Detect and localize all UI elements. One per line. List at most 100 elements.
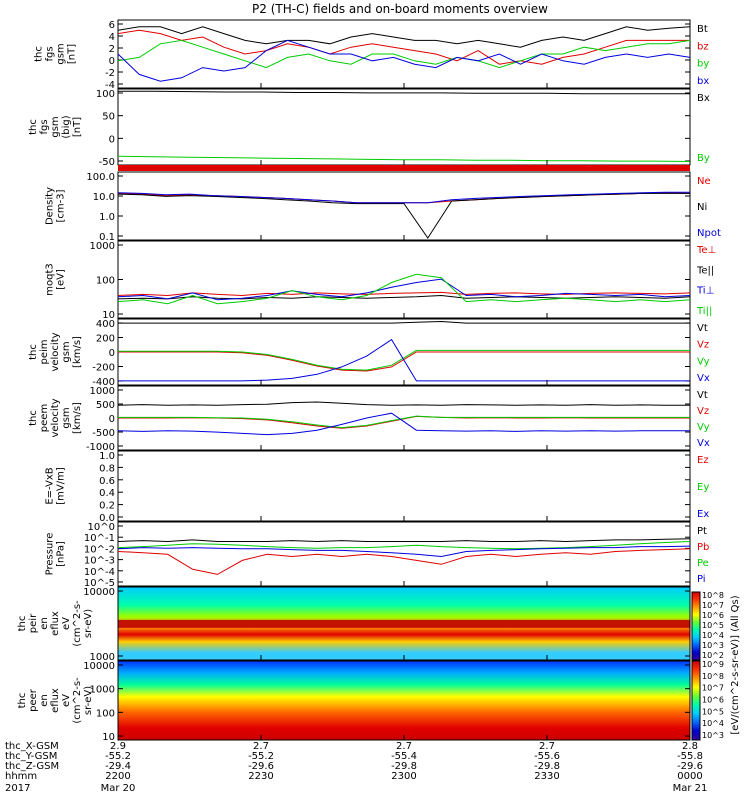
y-axis-label: thcfgsgsm(big)[nT] <box>28 115 83 138</box>
y-axis-label-line: (cm^2-s- <box>72 677 83 724</box>
colorbar: 10^810^710^610^510^410^310^210^910^810^7… <box>691 591 741 741</box>
y-tick-label: 1000 <box>90 652 115 663</box>
chart-title: P2 (TH-C) fields and on-board moments ov… <box>252 2 548 16</box>
y-axis-label-line: Pressure <box>45 533 56 576</box>
legend-entry: Ex <box>697 509 709 520</box>
y-axis-label-line: fgs <box>45 46 56 61</box>
y-tick-label: 10000 <box>83 587 115 598</box>
series-line <box>117 39 691 69</box>
y-tick-label: -1000 <box>86 442 115 453</box>
y-tick-label: 100.0 <box>86 172 115 183</box>
y-tick-label: 1000 <box>90 241 115 252</box>
time-row-value: -29.6 <box>677 761 703 772</box>
y-tick-label: 1000 <box>90 386 115 397</box>
y-axis-label-line: [nT] <box>72 117 83 137</box>
y-tick-label: 0.0 <box>99 513 115 524</box>
time-row-value: 2.8 <box>682 741 698 752</box>
series-line <box>118 351 690 372</box>
series-line <box>117 541 691 550</box>
y-axis-label: thcpeerenefluxeV(cm^2-s-sr-eV) <box>17 677 94 724</box>
time-row-value: -55.6 <box>534 751 560 762</box>
y-axis-label-line: en <box>39 617 50 630</box>
colorbar-tick: 10^7 <box>702 601 724 610</box>
y-tick-label: 10^-4 <box>84 567 115 578</box>
y-tick-label: 10^-5 <box>84 578 115 589</box>
y-tick-label: 10000 <box>83 661 115 672</box>
y-tick-label: 50 <box>102 112 115 123</box>
y-tick-label: 100 <box>96 708 115 719</box>
y-axis-label: Pressure[nPa] <box>45 533 67 576</box>
time-row-label: thc_Y-GSM <box>5 751 57 762</box>
y-axis-label-line: E=-VxB <box>45 467 56 504</box>
y-axis-label-line: peim <box>39 339 50 364</box>
panel-8: 10^010^-110^-210^-310^-410^-5 Pressure[nP… <box>45 521 709 589</box>
time-row-value: -55.8 <box>677 751 703 762</box>
series-line <box>117 412 690 436</box>
y-axis-label-line: Density <box>45 187 56 225</box>
status-bar <box>118 165 690 171</box>
series-line <box>117 278 691 301</box>
colorbar-tick: 10^3 <box>702 641 724 650</box>
panel-9: 10000 1000 thcpeirenefluxeV(cm^2-s-sr-eV) <box>17 586 691 663</box>
legend-entry: Vt <box>697 390 708 401</box>
y-tick-label: 10 <box>102 732 115 743</box>
y-tick-label: -400 <box>92 377 115 388</box>
y-axis-label-line: thc <box>34 46 45 62</box>
time-row-value: 2200 <box>105 771 130 782</box>
y-tick-label: 0.4 <box>99 488 115 499</box>
series-line <box>117 291 691 297</box>
colorbar-tick: 10^3 <box>702 731 724 740</box>
y-tick-label: 0.2 <box>99 501 115 512</box>
y-axis-label-line: [nPa] <box>56 541 67 567</box>
y-axis-label-line: peir <box>28 613 39 633</box>
legend-entry: Pt <box>697 526 707 537</box>
colorbar-tick: 10^6 <box>702 696 724 705</box>
time-row-value: -55.4 <box>391 751 417 762</box>
y-tick-label: 6 <box>109 20 115 31</box>
legend-entry: Ey <box>697 482 709 493</box>
date-right: Mar 21 <box>673 783 708 794</box>
y-axis-label-line: gsm <box>61 341 72 362</box>
y-tick-label: 0.1 <box>99 232 115 243</box>
y-tick-label: -4 <box>105 80 115 91</box>
y-axis-label-line: velocity <box>50 332 61 371</box>
series-line <box>118 415 690 429</box>
y-tick-label: -2 <box>105 68 115 79</box>
legend-entry: Vt <box>697 323 708 334</box>
colorbar-tick: 10^6 <box>702 611 724 620</box>
legend-entry: Vx <box>697 373 710 384</box>
series-line <box>118 338 690 382</box>
y-tick-label: 1.0 <box>99 451 115 462</box>
legend-entry: Vx <box>697 438 710 449</box>
y-tick-label: 200 <box>96 334 115 345</box>
y-axis-label-line: eV <box>61 694 72 707</box>
panel-6: 10005000-500-1000thcpeemvelocitygsm[km/s… <box>28 385 710 453</box>
y-axis-label: E=-VxB[mV/m] <box>45 467 67 505</box>
y-tick-label: 10^0 <box>88 522 115 533</box>
y-tick-label: 100 <box>96 89 115 100</box>
legend-entry: Ti|| <box>696 306 712 317</box>
colorbar-tick: 10^4 <box>702 631 724 640</box>
y-tick-label: 10^-3 <box>84 556 115 567</box>
legend-entry: Ne <box>697 176 711 187</box>
time-row-value: 2.7 <box>396 741 412 752</box>
legend-entry: Vy <box>697 422 710 433</box>
panel-10: 10000 1000 100 10 thcpeerenefluxeV(cm^2-s-sr… <box>17 660 691 743</box>
legend-entry: by <box>697 59 709 70</box>
y-axis-label: thcfgsgsm[nT] <box>34 43 78 64</box>
y-axis-label-line: [nT] <box>67 44 78 64</box>
panel-4: 1000 100 10 moqt3[eV] Te⊥ Te|| Ti⊥ Ti|| <box>45 240 716 321</box>
y-axis-label-line: eV <box>61 617 72 630</box>
time-row-value: 2230 <box>248 771 273 782</box>
series-line <box>117 155 691 162</box>
time-row-label: thc_X-GSM <box>5 741 59 752</box>
y-tick-label: 1.0 <box>99 212 115 223</box>
series-line <box>117 191 690 204</box>
time-row-value: -29.8 <box>391 761 417 772</box>
y-axis-label: moqt3[eV] <box>45 263 67 296</box>
time-row-label: hhmm <box>5 771 37 782</box>
spectrogram-band <box>118 619 690 628</box>
y-axis-label-line: fgs <box>39 119 50 134</box>
